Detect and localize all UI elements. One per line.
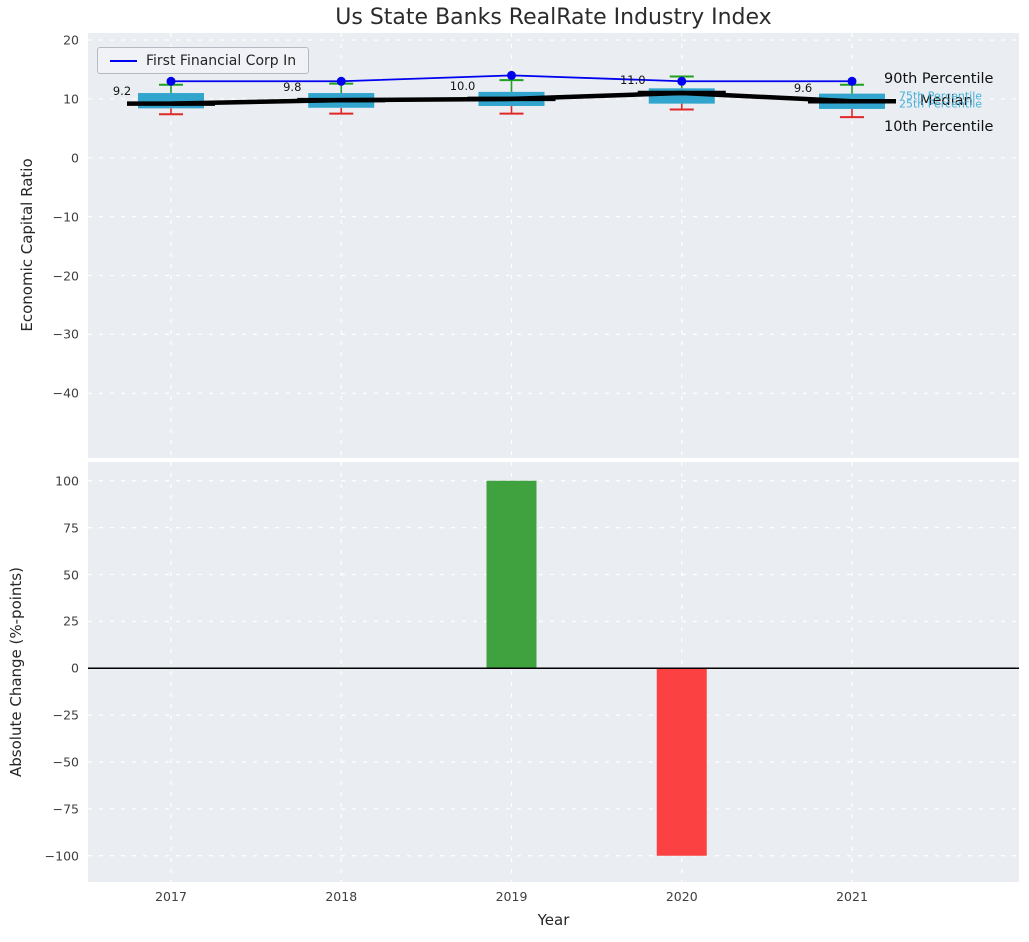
annotation-q3: 75th Percentile xyxy=(899,89,983,103)
company-marker-2020 xyxy=(677,76,687,86)
y-tick-label: −20 xyxy=(52,268,79,284)
change-bar-2020 xyxy=(656,668,707,856)
company-marker-2017 xyxy=(166,76,176,86)
median-value-label: 9.8 xyxy=(283,80,302,95)
y-tick-label: 75 xyxy=(63,520,79,536)
annotation-p90: 90th Percentile xyxy=(884,70,994,87)
top-plot-area xyxy=(88,33,1019,458)
bottom-plot-area xyxy=(88,462,1019,882)
legend: First Financial Corp In xyxy=(97,47,310,74)
x-tick-label: 2018 xyxy=(325,889,358,904)
y-tick-label: −40 xyxy=(52,385,79,401)
annotation-q1: 25th Percentile xyxy=(899,97,983,111)
x-tick-label: 2017 xyxy=(155,889,187,904)
median-line xyxy=(170,90,853,106)
y-tick-label: −30 xyxy=(52,326,79,342)
y-tick-label: −100 xyxy=(44,848,79,864)
top-plot-canvas xyxy=(88,33,1019,458)
x-tick-label: 2019 xyxy=(495,889,528,904)
annotation-median: Median xyxy=(920,93,973,110)
y-tick-label: −50 xyxy=(52,754,79,770)
y-tick-label: 20 xyxy=(63,32,79,48)
y-tick-label: 100 xyxy=(55,473,79,489)
company-marker-2018 xyxy=(336,76,346,86)
company-marker-2021 xyxy=(847,76,857,86)
median-value-label: 9.2 xyxy=(112,83,132,98)
bottom-plot-canvas xyxy=(88,462,1019,882)
x-axis-label: Year xyxy=(537,911,570,929)
y-tick-label: 50 xyxy=(63,567,79,582)
x-tick-label: 2020 xyxy=(665,889,698,904)
legend-label: First Financial Corp In xyxy=(146,52,297,69)
y-tick-label: 10 xyxy=(63,91,79,107)
median-value-label: 9.6 xyxy=(793,81,813,96)
y-tick-label: 0 xyxy=(71,150,79,166)
median-value-label: 11.0 xyxy=(619,73,646,88)
y-tick-label: 25 xyxy=(63,613,79,629)
median-value-label: 10.0 xyxy=(449,78,476,93)
legend-line-sample-icon xyxy=(110,59,137,62)
company-marker-2019 xyxy=(507,70,516,80)
y-tick-label: −10 xyxy=(52,209,79,225)
x-tick-label: 2021 xyxy=(836,889,868,904)
y-tick-label: −75 xyxy=(52,801,79,817)
y-tick-label: 0 xyxy=(71,660,79,676)
gridlines xyxy=(88,33,1019,458)
annotation-p10: 10th Percentile xyxy=(884,119,994,136)
y-tick-label: −25 xyxy=(52,707,79,723)
change-bar-2019 xyxy=(486,480,537,669)
chart-title: Us State Banks RealRate Industry Index xyxy=(335,5,772,30)
